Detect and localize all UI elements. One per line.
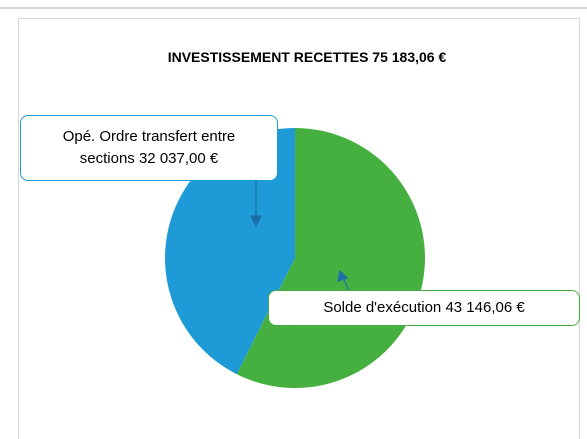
slice-label: Opé. Ordre transfert entre sections <box>62 128 236 167</box>
callout-green: Solde d'exécution 43 146,06 € <box>268 290 580 326</box>
value-label: 43 146,06 € <box>445 299 525 316</box>
arrow-head <box>250 215 262 228</box>
arrow-head <box>337 269 349 282</box>
callout-blue: Opé. Ordre transfert entre sections 32 0… <box>20 115 278 181</box>
slice-label: Solde d'exécution <box>323 299 442 316</box>
value-label: 32 037,00 € <box>138 150 219 167</box>
chart-title: INVESTISSEMENT RECETTES 75 183,06 € <box>168 49 447 65</box>
pie-slice <box>165 128 295 375</box>
